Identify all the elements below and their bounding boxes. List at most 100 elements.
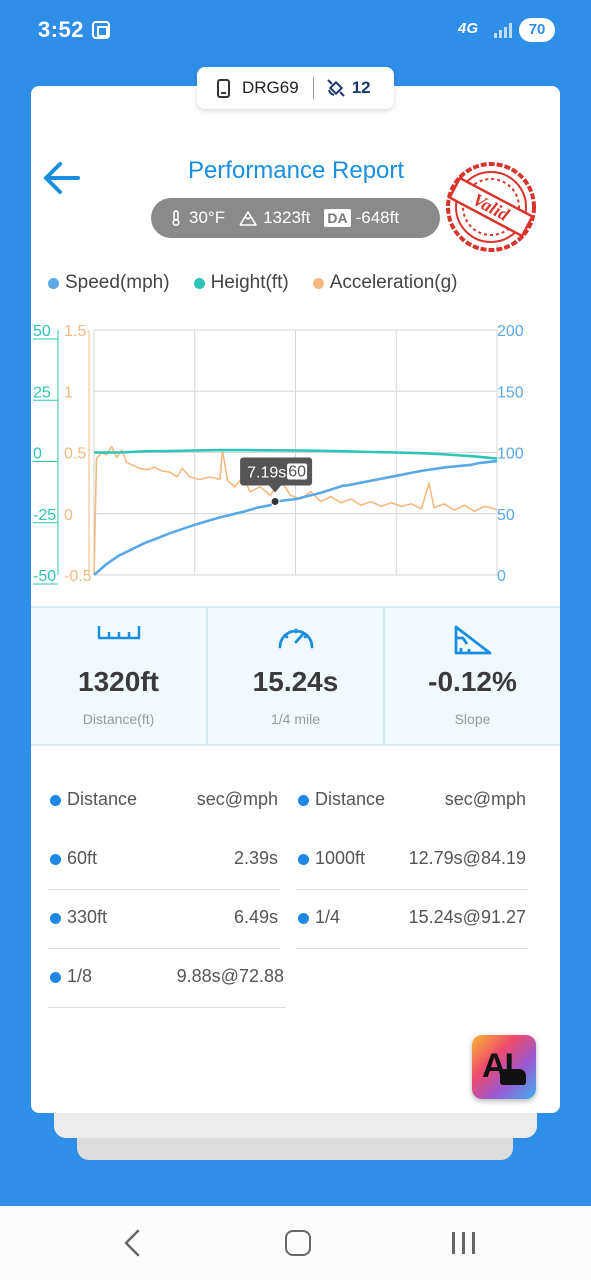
stat-distance: 1320ft Distance(ft) <box>31 608 208 744</box>
legend-item-acceleration[interactable]: Acceleration(g) <box>312 272 458 294</box>
result-value: 15.24s@91.27 <box>408 907 526 927</box>
conditions-bar: 30°F 1323ft DA -648ft <box>151 198 440 238</box>
tooltip-pointer <box>269 485 282 493</box>
legend-item-speed[interactable]: Speed(mph) <box>48 272 170 294</box>
divider <box>312 77 314 99</box>
bullet-icon <box>50 795 61 806</box>
signal-icon <box>494 22 512 38</box>
result-row: 1000ft 12.79s@84.19 <box>296 834 528 890</box>
mountain-icon <box>239 210 257 226</box>
nav-home-icon[interactable] <box>285 1230 311 1256</box>
result-distance: 1000ft <box>315 848 366 868</box>
bullet-icon <box>298 795 309 806</box>
stats-panel: 1320ft Distance(ft) 15.24s 1/4 mile -0.1… <box>31 606 560 746</box>
ai-assistant-button[interactable]: AI <box>472 1035 536 1099</box>
valid-stamp-icon: Valid <box>446 162 536 252</box>
bullet-icon <box>50 913 61 924</box>
satellite-count: 12 <box>351 78 371 97</box>
height-tick-label: -25 <box>33 507 56 524</box>
status-time: 3:52 <box>38 17 85 42</box>
result-distance: 330ft <box>67 907 108 927</box>
satellite-icon <box>326 79 345 97</box>
bullet-icon <box>50 854 61 865</box>
screenshot-icon <box>92 21 110 39</box>
chart-tooltip: 7.19s 60 <box>240 457 313 506</box>
bullet-icon <box>50 972 61 983</box>
tooltip-time: 7.19s <box>247 465 286 482</box>
stat-value: 15.24s <box>252 666 339 697</box>
result-row: 330ft 6.49s <box>48 893 280 949</box>
results-header-left: Distance sec@mph <box>48 775 280 831</box>
column-header-distance: Distance <box>315 789 386 809</box>
elevation-value: 1323ft <box>263 208 311 227</box>
device-name: DRG69 <box>242 78 299 97</box>
bullet-icon <box>298 913 309 924</box>
bullet-icon <box>298 854 309 865</box>
result-value: 9.88s@72.88 <box>176 966 284 986</box>
temperature: 30°F <box>171 208 225 228</box>
speed-tick-label: 150 <box>497 384 524 401</box>
performance-chart[interactable]: 50 25 0 -25 -50 1.5 1 0.5 0 -0.5 200 150 100 50 0 7.19… <box>31 305 560 595</box>
legend-dot <box>312 277 324 289</box>
height-tick-label: 50 <box>33 323 51 340</box>
report-card <box>31 86 560 1113</box>
back-arrow-icon[interactable] <box>42 160 82 196</box>
speedometer-icon <box>278 628 313 649</box>
legend-label: Acceleration(g) <box>329 272 458 293</box>
height-tick-label: 25 <box>33 384 51 401</box>
tooltip-value: 60 <box>288 464 306 481</box>
ruler-icon <box>97 626 140 640</box>
slope-icon <box>454 625 491 655</box>
stat-value: 1320ft <box>78 666 159 697</box>
series-line-height <box>94 448 498 460</box>
stat-slope: -0.12% Slope <box>385 608 560 744</box>
system-nav-bar <box>0 1206 591 1280</box>
legend-item-height[interactable]: Height(ft) <box>193 272 289 294</box>
height-tick-label: -50 <box>33 568 56 585</box>
result-value: 12.79s@84.19 <box>408 848 526 868</box>
phone-icon <box>217 78 230 98</box>
chart-legend: Speed(mph) Height(ft) Acceleration(g) <box>48 272 548 294</box>
result-row: 1/8 9.88s@72.88 <box>48 952 286 1008</box>
accel-tick-label: 0.5 <box>64 446 86 463</box>
result-distance: 60ft <box>67 848 98 868</box>
legend-label: Speed(mph) <box>65 272 170 293</box>
network-type: 4G <box>458 20 479 37</box>
stat-label: Distance(ft) <box>82 711 155 727</box>
result-row: 60ft 2.39s <box>48 834 280 890</box>
result-distance: 1/8 <box>67 966 93 986</box>
series-line-accel <box>93 445 498 576</box>
da-badge: DA <box>324 209 351 227</box>
legend-label: Height(ft) <box>210 272 289 293</box>
stat-label: 1/4 mile <box>270 711 321 727</box>
legend-dot <box>193 277 205 289</box>
thermometer-icon <box>172 210 180 226</box>
result-row: 1/4 15.24s@91.27 <box>296 893 528 949</box>
nav-back-icon[interactable] <box>120 1228 144 1258</box>
elevation: 1323ft <box>239 208 310 228</box>
stat-value: -0.12% <box>428 666 517 697</box>
chart-series <box>93 445 498 576</box>
axis-ticks: 50 25 0 -25 -50 1.5 1 0.5 0 -0.5 200 150 100 50 0 <box>33 323 524 585</box>
speed-tick-label: 100 <box>497 446 524 463</box>
car-icon <box>500 1069 526 1085</box>
speed-tick-label: 200 <box>497 323 524 340</box>
speed-tick-label: 0 <box>497 568 506 585</box>
accel-tick-label: 1.5 <box>64 323 86 340</box>
tooltip-value-badge <box>287 463 308 480</box>
result-distance: 1/4 <box>315 907 341 927</box>
legend-dot <box>48 277 59 289</box>
status-bar: 3:52 4G 70 <box>0 0 591 62</box>
accel-tick-label: 0 <box>64 507 73 524</box>
device-selector[interactable]: DRG69 12 <box>197 67 394 109</box>
density-altitude: DA -648ft <box>324 208 399 228</box>
accel-tick-label: -0.5 <box>64 568 92 585</box>
nav-recents-icon[interactable] <box>452 1232 476 1254</box>
height-tick-label: 0 <box>33 446 42 463</box>
result-value: 6.49s <box>233 907 278 927</box>
column-header-unit: sec@mph <box>196 789 278 809</box>
column-header-distance: Distance <box>67 789 138 809</box>
column-header-unit: sec@mph <box>444 789 526 809</box>
battery-indicator: 70 <box>519 18 555 42</box>
speed-tick-label: 50 <box>497 507 515 524</box>
